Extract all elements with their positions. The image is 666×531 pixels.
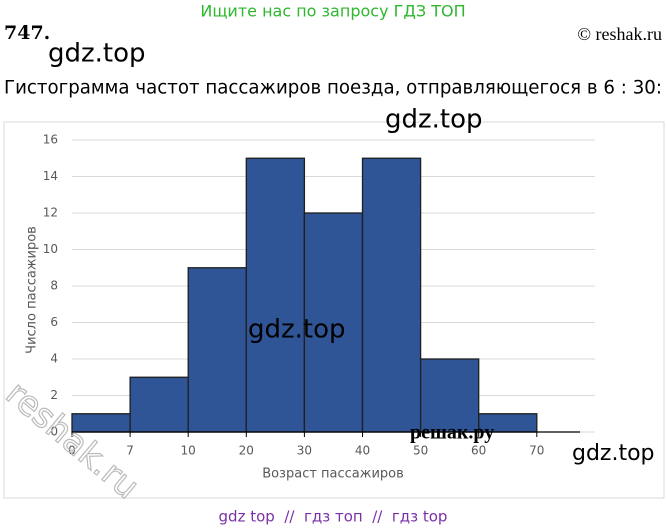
y-tick-label: 12 xyxy=(43,206,58,220)
chart-frame xyxy=(3,121,665,499)
copyright: © reshak.ru xyxy=(577,24,662,44)
bar xyxy=(187,267,247,433)
y-tick-label: 10 xyxy=(43,242,58,256)
x-tick-label: 60 xyxy=(471,444,486,458)
watermark: gdz.top xyxy=(385,105,483,135)
y-tick-label: 0 xyxy=(50,425,58,439)
y-tick-label: 8 xyxy=(50,279,58,293)
y-tick-label: 4 xyxy=(50,352,58,366)
bar xyxy=(361,157,422,433)
y-tick-label: 6 xyxy=(50,315,58,329)
bar xyxy=(419,358,480,433)
bar xyxy=(245,157,306,433)
y-tick-label: 14 xyxy=(43,169,58,183)
x-tick-label: 10 xyxy=(181,444,196,458)
watermark: gdz.top xyxy=(572,441,655,466)
intro: Гистограмма частот пассажиров поезда, от… xyxy=(4,77,662,99)
watermark: reshak.ru xyxy=(0,374,147,508)
bar xyxy=(129,376,189,433)
banner: Ищите нас по запросу ГДЗ ТОП xyxy=(200,2,465,21)
watermark: gdz.top xyxy=(248,315,346,345)
x-tick-label: 40 xyxy=(355,444,370,458)
y-axis-label: Число пассажиров xyxy=(25,226,40,354)
watermark: решак.ру xyxy=(410,422,494,444)
watermark: gdz.top xyxy=(48,39,146,69)
chart: 0 2 4 6 8 10 12 14 16 0 7 10 20 30 40 50 60 70 Возраст пас… xyxy=(25,133,595,482)
y-tick-label: 2 xyxy=(50,388,58,402)
x-tick-label: 50 xyxy=(413,444,428,458)
x-tick-label: 0 xyxy=(68,444,76,458)
task-number: 747. xyxy=(4,22,50,44)
x-tick-label: 30 xyxy=(297,444,312,458)
x-tick-label: 70 xyxy=(529,444,544,458)
x-tick-label: 20 xyxy=(239,444,254,458)
footer: gdz top // гдз топ // гдз top xyxy=(219,508,448,526)
x-axis-label: Возраст пассажиров xyxy=(262,467,404,482)
y-tick-label: 16 xyxy=(43,133,58,147)
x-tick-label: 7 xyxy=(126,444,134,458)
